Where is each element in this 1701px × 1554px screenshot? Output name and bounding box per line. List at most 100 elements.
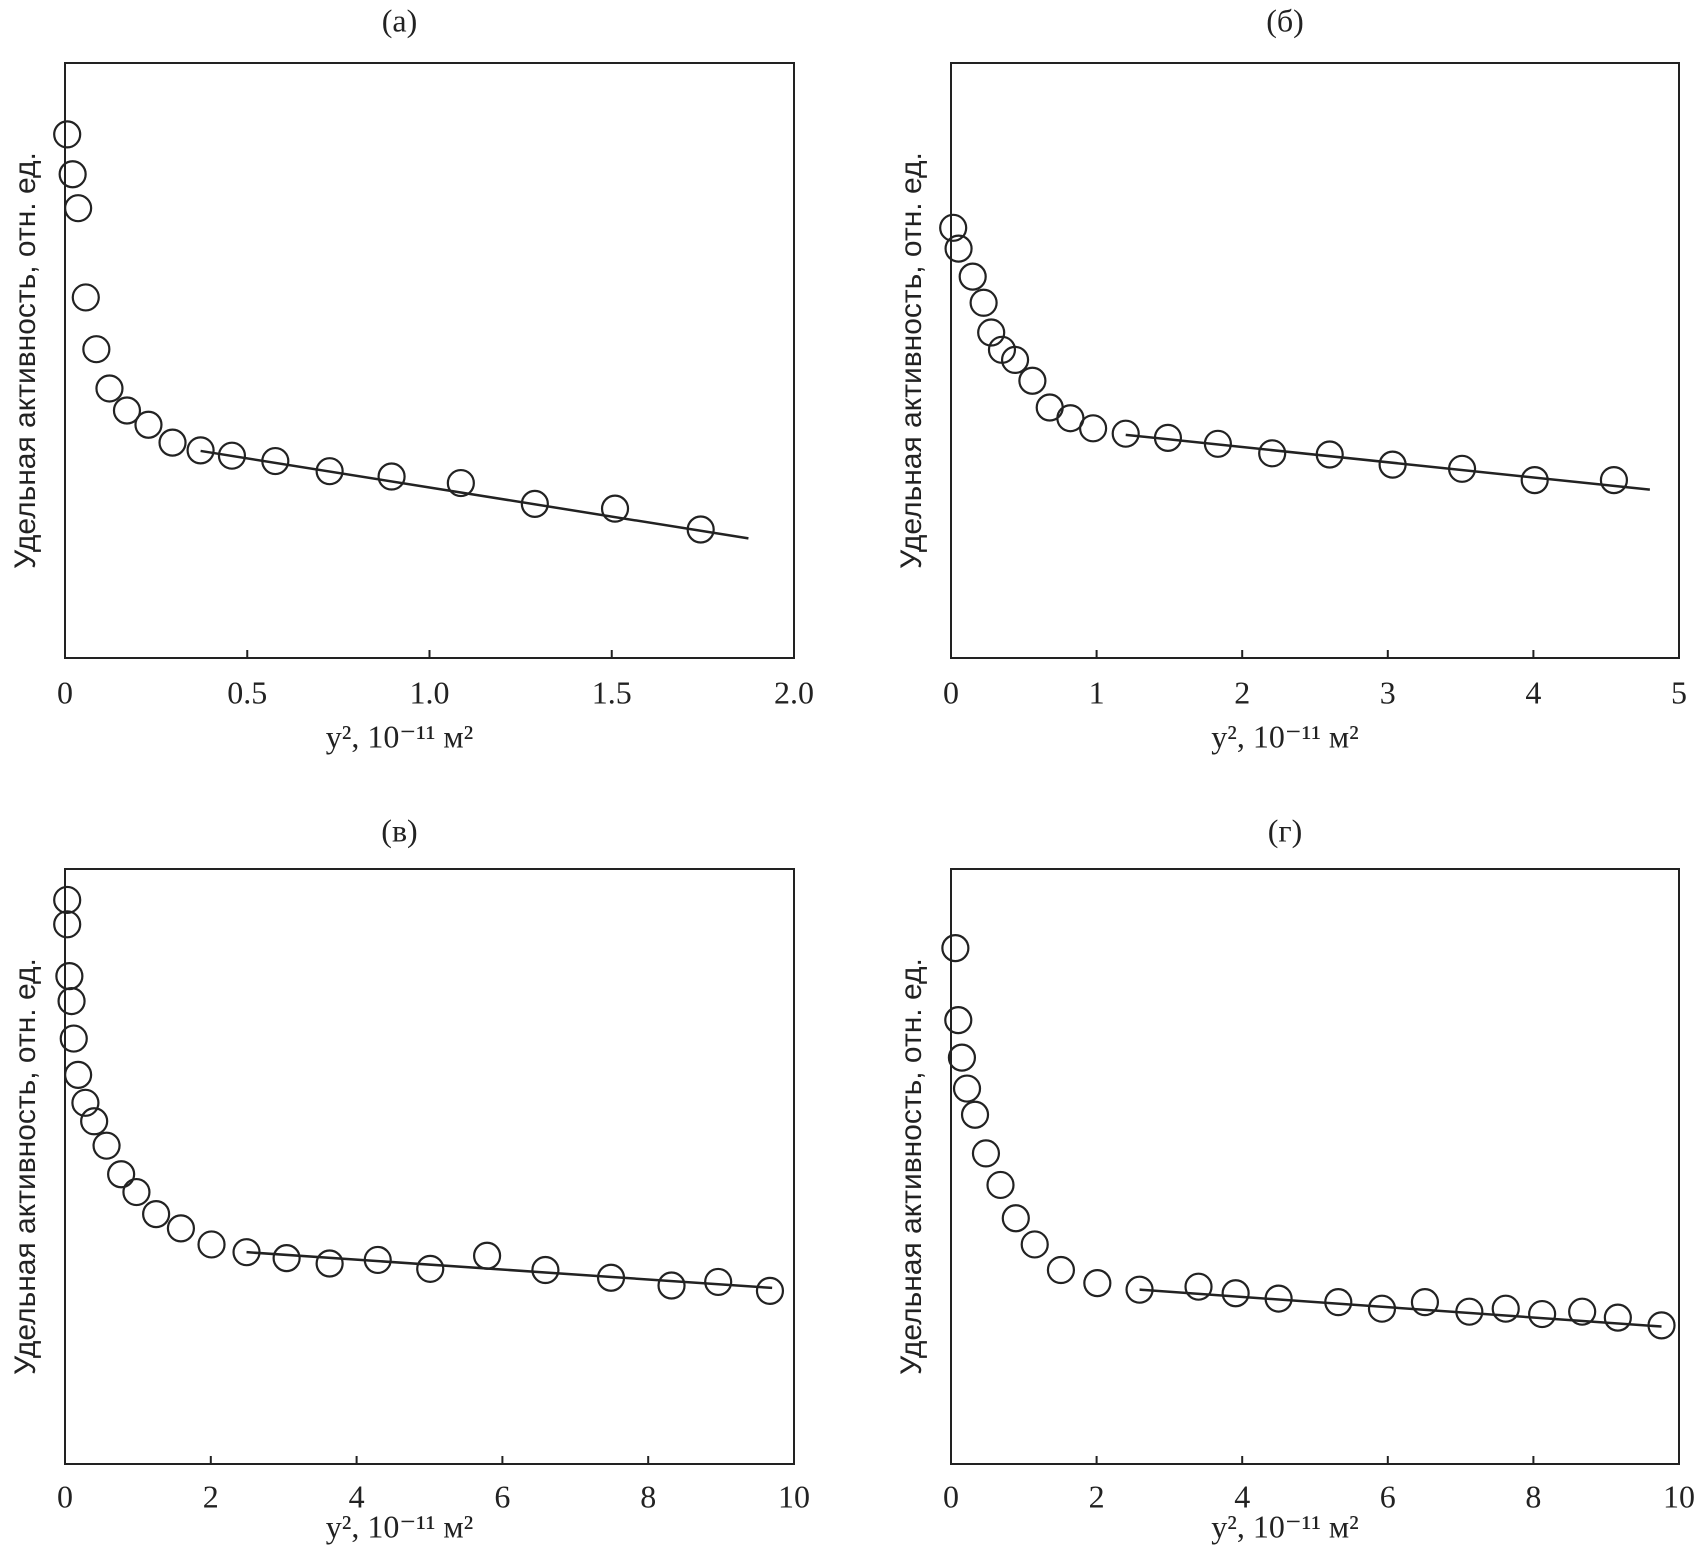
data-point — [600, 494, 630, 523]
data-point — [958, 262, 987, 291]
data-point — [657, 1271, 686, 1300]
fit-line — [1125, 433, 1651, 491]
data-point — [1221, 1279, 1250, 1308]
y-axis-label: Удельная активность, отн. ед. — [9, 958, 42, 1375]
data-point — [1315, 440, 1344, 469]
chart-title: (г) — [1268, 812, 1302, 848]
data-point — [232, 1238, 261, 1267]
data-point — [1324, 1288, 1353, 1317]
data-point — [261, 446, 290, 476]
data-point — [1647, 1311, 1676, 1340]
data-point — [1018, 366, 1047, 395]
x-tick-label: 0 — [57, 1478, 73, 1514]
data-point — [1378, 450, 1407, 479]
x-tick-label: 10 — [1663, 1478, 1695, 1514]
x-tick-label: 8 — [640, 1478, 656, 1514]
data-point — [107, 1160, 136, 1189]
data-point — [1455, 1297, 1484, 1326]
chart-panel: (а) y², 10⁻¹¹ м² Удельная активность, отн.… — [9, 2, 814, 754]
fit-line — [200, 449, 749, 540]
data-point — [58, 160, 87, 189]
x-tick-label: 3 — [1380, 674, 1396, 710]
data-point — [92, 1131, 121, 1160]
data-point — [82, 335, 111, 364]
data-point — [71, 1088, 100, 1117]
data-point — [1599, 465, 1629, 495]
x-tick-label: 1 — [1089, 674, 1105, 710]
data-point — [53, 120, 82, 149]
x-tick-label: 0 — [943, 1478, 959, 1514]
x-tick-label: 2 — [1089, 1478, 1105, 1514]
data-point — [217, 441, 247, 470]
data-point — [944, 1006, 973, 1035]
y-axis-label: Удельная активность, отн. ед. — [895, 958, 928, 1375]
data-point — [112, 396, 142, 425]
x-tick-label: 10 — [778, 1478, 810, 1514]
x-tick-label: 4 — [1234, 1478, 1250, 1514]
data-point — [1001, 1204, 1030, 1233]
data-point — [1035, 393, 1064, 422]
data-point — [1491, 1294, 1520, 1323]
data-point — [166, 1214, 196, 1243]
data-point — [134, 410, 163, 439]
x-tick-label: 2 — [203, 1478, 219, 1514]
x-axis-label: y², 10⁻¹¹ м² — [326, 718, 474, 754]
fit-line — [1139, 1288, 1662, 1328]
data-point — [1184, 1272, 1213, 1301]
data-point — [1079, 414, 1108, 443]
data-point — [947, 1043, 977, 1072]
data-point — [95, 374, 124, 403]
data-point — [941, 934, 970, 963]
data-point — [531, 1255, 560, 1285]
x-axis-label: y², 10⁻¹¹ м² — [1211, 1508, 1359, 1544]
data-point — [1568, 1297, 1597, 1326]
data-point — [1046, 1255, 1076, 1285]
data-point — [977, 318, 1006, 347]
data-point — [1603, 1303, 1632, 1332]
plot-frame — [950, 868, 1680, 1465]
chart-panel: (в) y², 10⁻¹¹ м² Удельная активность, отн.… — [9, 812, 810, 1544]
data-point — [1203, 429, 1232, 458]
data-point — [520, 489, 549, 518]
chart-title: (б) — [1266, 2, 1304, 38]
data-point — [377, 462, 406, 491]
data-point — [416, 1254, 445, 1283]
data-point — [472, 1241, 502, 1270]
data-point — [55, 961, 84, 991]
data-point — [57, 986, 86, 1016]
data-point — [986, 1170, 1015, 1200]
data-point — [1153, 423, 1183, 452]
data-point — [686, 515, 715, 544]
x-tick-label: 0.5 — [227, 674, 267, 710]
data-point — [142, 1199, 171, 1229]
data-point — [596, 1263, 626, 1292]
data-point — [1125, 1275, 1154, 1304]
x-tick-label: 8 — [1525, 1478, 1541, 1514]
data-point — [446, 468, 475, 498]
data-point — [1367, 1294, 1397, 1323]
data-point — [755, 1276, 785, 1305]
data-point — [64, 1060, 93, 1089]
fit-line — [246, 1250, 773, 1290]
chart-title: (в) — [381, 812, 417, 848]
x-axis-label: y², 10⁻¹¹ м² — [326, 1508, 474, 1544]
y-axis-label: Удельная активность, отн. ед. — [9, 152, 42, 569]
x-tick-label: 5 — [1671, 674, 1687, 710]
data-point — [1520, 465, 1549, 495]
x-tick-label: 4 — [1525, 674, 1541, 710]
data-point — [969, 288, 998, 317]
data-point — [1111, 419, 1140, 448]
data-point — [122, 1177, 151, 1207]
plot-frame — [64, 62, 795, 659]
data-point — [1447, 454, 1477, 483]
data-point — [939, 213, 968, 242]
data-point — [971, 1139, 1001, 1168]
x-tick-label: 0 — [943, 674, 959, 710]
plot-frame — [64, 868, 795, 1465]
x-tick-label: 1.0 — [410, 674, 450, 710]
x-tick-label: 2.0 — [774, 674, 814, 710]
x-tick-label: 4 — [349, 1478, 365, 1514]
data-point — [960, 1100, 990, 1129]
data-point — [158, 428, 187, 457]
